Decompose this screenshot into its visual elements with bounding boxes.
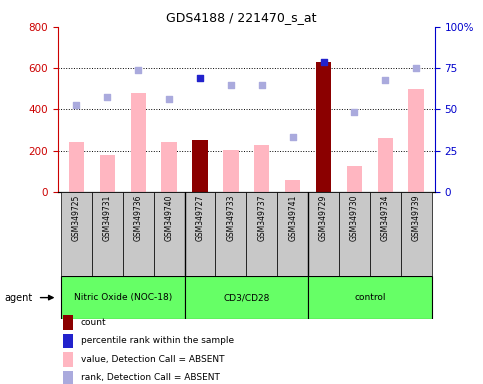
Point (134, 67, 142, 73)
Text: percentile rank within the sample: percentile rank within the sample (81, 336, 234, 346)
Point (258, 82, 266, 88)
Text: agent: agent (5, 293, 33, 303)
Text: count: count (81, 318, 106, 327)
Bar (223, 150, 239, 192)
Bar (99, 155, 115, 192)
Text: GSM349727: GSM349727 (196, 195, 204, 241)
Point (72, 102, 80, 108)
Text: GDS4188 / 221470_s_at: GDS4188 / 221470_s_at (166, 12, 317, 25)
Bar (161, 142, 177, 192)
FancyBboxPatch shape (215, 192, 246, 276)
Point (289, 134, 297, 140)
Text: GSM349733: GSM349733 (227, 195, 235, 241)
Text: value, Detection Call = ABSENT: value, Detection Call = ABSENT (81, 355, 224, 364)
Bar (316, 62, 331, 192)
FancyBboxPatch shape (61, 192, 92, 276)
Bar (192, 141, 208, 192)
FancyBboxPatch shape (92, 192, 123, 276)
Text: rank, Detection Call = ABSENT: rank, Detection Call = ABSENT (81, 373, 220, 382)
Point (227, 82, 235, 88)
Text: GSM349737: GSM349737 (257, 195, 266, 241)
FancyBboxPatch shape (123, 192, 154, 276)
FancyBboxPatch shape (401, 192, 432, 276)
Point (165, 96, 173, 102)
Text: GSM349725: GSM349725 (72, 195, 81, 241)
Bar (69, 142, 84, 192)
Bar (254, 144, 270, 192)
Text: GSM349729: GSM349729 (319, 195, 328, 241)
Bar (285, 180, 300, 192)
Point (320, 58, 327, 65)
Point (412, 65, 420, 71)
Text: GSM349734: GSM349734 (381, 195, 390, 241)
Text: CD3/CD28: CD3/CD28 (223, 293, 270, 302)
FancyBboxPatch shape (308, 192, 339, 276)
FancyBboxPatch shape (185, 276, 308, 319)
Text: GSM349731: GSM349731 (103, 195, 112, 241)
FancyBboxPatch shape (185, 192, 215, 276)
FancyBboxPatch shape (246, 192, 277, 276)
Text: GSM349736: GSM349736 (134, 195, 143, 241)
FancyBboxPatch shape (370, 192, 401, 276)
Text: GSM349730: GSM349730 (350, 195, 359, 241)
Point (196, 75, 204, 81)
Bar (347, 166, 362, 192)
Point (351, 108, 358, 114)
Text: Nitric Oxide (NOC-18): Nitric Oxide (NOC-18) (74, 293, 172, 302)
Bar (378, 138, 393, 192)
FancyBboxPatch shape (61, 276, 185, 319)
FancyBboxPatch shape (308, 276, 432, 319)
Point (382, 77, 389, 83)
Text: GSM349739: GSM349739 (412, 195, 421, 241)
Bar (130, 93, 146, 192)
FancyBboxPatch shape (339, 192, 370, 276)
Text: GSM349741: GSM349741 (288, 195, 297, 241)
Bar (409, 89, 424, 192)
FancyBboxPatch shape (277, 192, 308, 276)
FancyBboxPatch shape (154, 192, 185, 276)
Text: GSM349740: GSM349740 (165, 195, 173, 241)
Text: control: control (354, 293, 385, 302)
Point (103, 94, 111, 100)
